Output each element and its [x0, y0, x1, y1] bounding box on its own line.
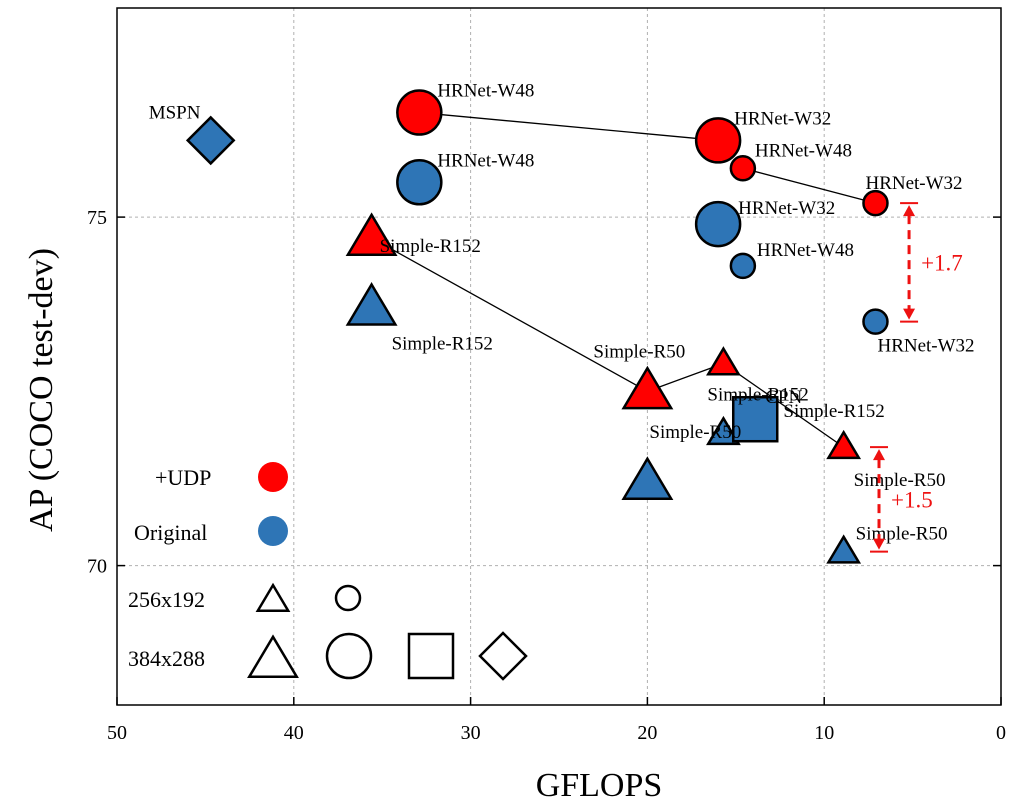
- x-tick-label: 0: [996, 722, 1006, 744]
- point-label: HRNet-W32: [738, 198, 835, 219]
- delta-arrow-up: [903, 205, 916, 217]
- point-label: HRNet-W48: [437, 150, 534, 171]
- original-circle-marker: [862, 308, 889, 335]
- original-triangle-marker: [706, 415, 741, 446]
- udp-line: [742, 167, 876, 204]
- legend-size-small-label: 256x192: [128, 587, 205, 612]
- udp-circle-marker: [396, 89, 443, 136]
- udp-triangle-marker: [621, 365, 674, 410]
- x-tick-label: 10: [814, 722, 834, 744]
- delta-label: +1.5: [891, 487, 933, 512]
- point-label: Simple-R152: [380, 236, 481, 257]
- delta-arrow-up: [873, 449, 886, 461]
- data-points: [185, 89, 889, 564]
- legend-large-circle: [325, 632, 373, 680]
- legend-small-circle: [334, 584, 362, 612]
- point-label: Simple-R50: [649, 422, 741, 443]
- y-tick-label: 75: [87, 207, 107, 229]
- point-label: Simple-R50: [593, 341, 685, 362]
- delta-arrow-down: [873, 538, 886, 550]
- point-label: HRNet-W48: [757, 240, 854, 261]
- grid-lines: [117, 8, 1001, 705]
- legend-large-diamond: [478, 631, 528, 681]
- y-tick-label: 70: [87, 556, 107, 578]
- x-tick-label: 50: [107, 722, 127, 744]
- legend-original-swatch: [258, 516, 288, 546]
- axes: 50 40 30 20 10 0 70 75 GFLOPS AP (COCO test-dev): [23, 207, 1006, 804]
- original-triangle-marker: [621, 456, 674, 501]
- legend-udp-label: +UDP: [155, 465, 211, 490]
- legend-size-large-label: 384x288: [128, 646, 205, 671]
- point-label: MSPN: [149, 102, 201, 123]
- original-circle-marker: [729, 252, 757, 280]
- delta-arrow-down: [903, 308, 916, 320]
- legend: +UDP Original 256x192 384x288: [128, 462, 528, 681]
- legend-original-label: Original: [134, 520, 207, 545]
- point-label: Simple-R50: [854, 470, 946, 491]
- point-label: HRNet-W32: [877, 336, 974, 357]
- legend-large-square: [407, 632, 455, 680]
- udp-line: [419, 111, 719, 142]
- original-diamond-marker: [185, 115, 236, 166]
- udp-circle-marker: [694, 117, 742, 164]
- udp-line: [371, 237, 845, 448]
- plot-frame: [116, 7, 1002, 706]
- x-tick-label: 30: [461, 722, 481, 744]
- x-tick-label: 40: [284, 722, 304, 744]
- point-label: HRNet-W32: [865, 173, 962, 194]
- legend-udp-swatch: [258, 462, 288, 492]
- udp-triangle-marker: [826, 429, 862, 460]
- udp-circle-marker: [729, 155, 757, 182]
- point-label: Simple-R50: [856, 524, 948, 545]
- point-label: Simple-R152: [783, 401, 884, 422]
- legend-large-triangle: [247, 634, 299, 679]
- x-axis-title: GFLOPS: [536, 767, 663, 804]
- udp-connecting-lines: [371, 111, 876, 448]
- point-label: HRNet-W48: [755, 140, 852, 161]
- udp-triangle-marker: [345, 212, 398, 257]
- point-label: HRNet-W32: [734, 108, 831, 129]
- point-label: Simple-R152: [392, 334, 493, 355]
- delta-label: +1.7: [921, 250, 963, 275]
- udp-circle-marker: [862, 189, 889, 217]
- point-label: HRNet-W48: [437, 81, 534, 102]
- original-square-marker: [731, 395, 779, 443]
- point-label: CPN: [765, 387, 802, 408]
- original-triangle-marker: [345, 282, 398, 326]
- point-labels: MSPN HRNet-W48 HRNet-W48 HRNet-W32 HRNet-W32…: [149, 81, 975, 545]
- legend-small-triangle: [255, 582, 291, 613]
- y-axis-title: AP (COCO test-dev): [23, 248, 60, 532]
- point-label: Simple-R152: [707, 384, 808, 405]
- udp-triangle-marker: [706, 346, 741, 376]
- x-tick-label: 20: [637, 722, 657, 744]
- original-circle-marker: [396, 159, 443, 206]
- original-circle-marker: [694, 200, 742, 248]
- improvement-annotations: +1.7 +1.5: [870, 202, 963, 553]
- original-triangle-marker: [826, 534, 862, 564]
